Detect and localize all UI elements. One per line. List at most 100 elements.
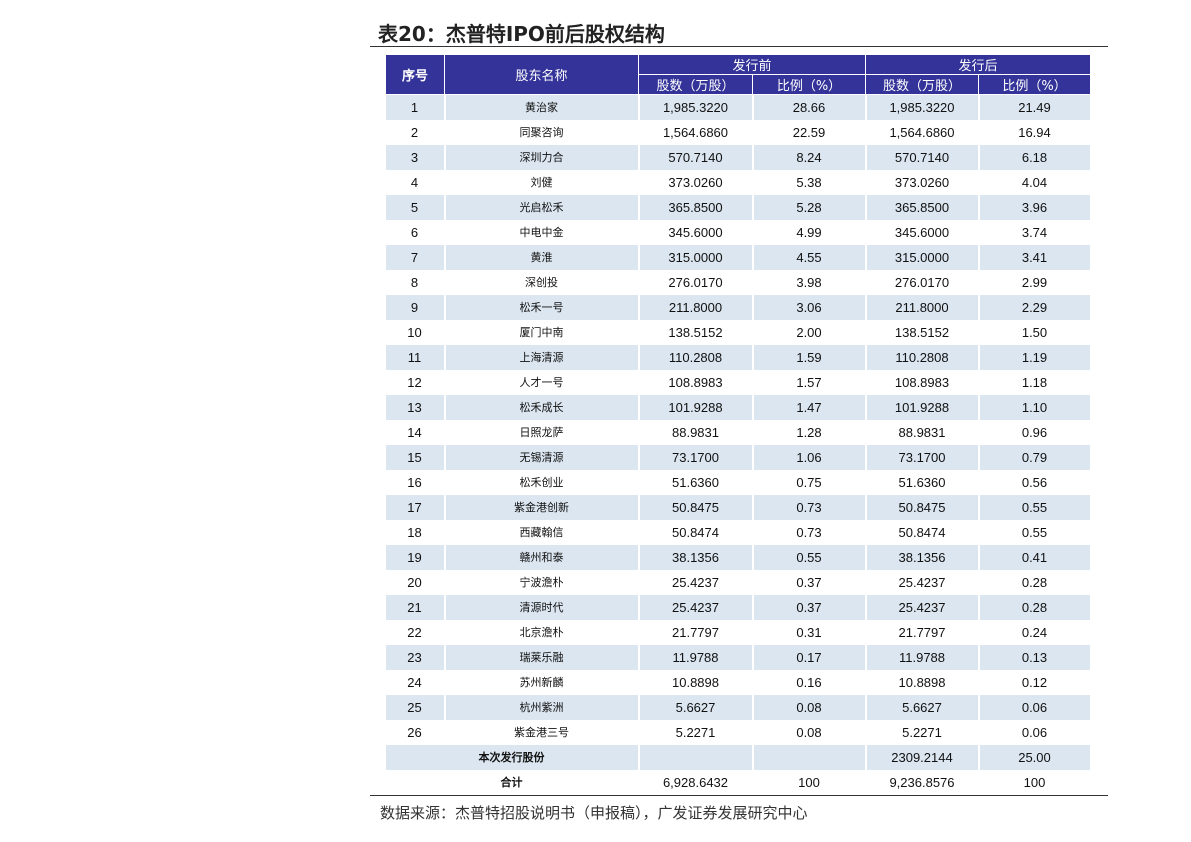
table-row: 9 松禾一号 211.8000 3.06 211.8000 2.29 — [385, 294, 1092, 320]
cell-before-shares: 50.8474 — [638, 519, 754, 545]
table-row: 8 深创投 276.0170 3.98 276.0170 2.99 — [385, 269, 1092, 295]
cell-after-shares: 1,564.6860 — [865, 119, 980, 145]
cell-before-ratio: 1.47 — [752, 394, 867, 420]
total-before-ratio: 100 — [752, 769, 867, 795]
cell-before-ratio: 28.66 — [752, 94, 867, 120]
cell-before-shares: 276.0170 — [638, 269, 754, 295]
issue-label: 本次发行股份 — [385, 744, 640, 770]
cell-after-shares: 101.9288 — [865, 394, 980, 420]
cell-no: 17 — [385, 494, 446, 520]
cell-before-shares: 11.9788 — [638, 644, 754, 670]
cell-before-shares: 21.7797 — [638, 619, 754, 645]
cell-name: 日照龙萨 — [444, 419, 640, 445]
cell-after-shares: 50.8475 — [865, 494, 980, 520]
cell-name: 同聚咨询 — [444, 119, 640, 145]
cell-after-ratio: 0.41 — [978, 544, 1092, 570]
cell-name: 瑞莱乐融 — [444, 644, 640, 670]
cell-before-shares: 1,564.6860 — [638, 119, 754, 145]
cell-no: 13 — [385, 394, 446, 420]
cell-no: 7 — [385, 244, 446, 270]
cell-before-shares: 110.2808 — [638, 344, 754, 370]
cell-after-shares: 570.7140 — [865, 144, 980, 170]
table-row: 12 人才一号 108.8983 1.57 108.8983 1.18 — [385, 369, 1092, 395]
table-row: 16 松禾创业 51.6360 0.75 51.6360 0.56 — [385, 469, 1092, 495]
table-row: 7 黄淮 315.0000 4.55 315.0000 3.41 — [385, 244, 1092, 270]
cell-name: 宁波澹朴 — [444, 569, 640, 595]
cell-name: 北京澹朴 — [444, 619, 640, 645]
cell-no: 12 — [385, 369, 446, 395]
issue-after-shares: 2309.2144 — [865, 744, 980, 770]
cell-name: 上海清源 — [444, 344, 640, 370]
cell-no: 8 — [385, 269, 446, 295]
cell-after-shares: 38.1356 — [865, 544, 980, 570]
cell-before-shares: 138.5152 — [638, 319, 754, 345]
table-row: 20 宁波澹朴 25.4237 0.37 25.4237 0.28 — [385, 569, 1092, 595]
cell-before-ratio: 0.31 — [752, 619, 867, 645]
table-bottom-rule — [370, 795, 1108, 796]
cell-after-shares: 73.1700 — [865, 444, 980, 470]
cell-after-shares: 138.5152 — [865, 319, 980, 345]
cell-before-shares: 88.9831 — [638, 419, 754, 445]
cell-before-shares: 25.4237 — [638, 594, 754, 620]
cell-before-ratio: 22.59 — [752, 119, 867, 145]
table-row: 17 紫金港创新 50.8475 0.73 50.8475 0.55 — [385, 494, 1092, 520]
title-divider — [370, 46, 1108, 47]
cell-after-ratio: 0.13 — [978, 644, 1092, 670]
cell-name: 赣州和泰 — [444, 544, 640, 570]
cell-before-ratio: 1.28 — [752, 419, 867, 445]
cell-before-shares: 315.0000 — [638, 244, 754, 270]
cell-no: 23 — [385, 644, 446, 670]
cell-no: 21 — [385, 594, 446, 620]
cell-after-ratio: 0.55 — [978, 494, 1092, 520]
cell-before-shares: 570.7140 — [638, 144, 754, 170]
table-row: 23 瑞莱乐融 11.9788 0.17 11.9788 0.13 — [385, 644, 1092, 670]
issue-before-ratio — [752, 744, 867, 770]
cell-before-shares: 108.8983 — [638, 369, 754, 395]
table-row: 2 同聚咨询 1,564.6860 22.59 1,564.6860 16.94 — [385, 119, 1092, 145]
cell-before-ratio: 5.28 — [752, 194, 867, 220]
header-before-shares: 股数（万股） — [638, 74, 753, 95]
cell-before-shares: 25.4237 — [638, 569, 754, 595]
cell-after-ratio: 21.49 — [978, 94, 1092, 120]
cell-before-ratio: 0.75 — [752, 469, 867, 495]
issue-before-shares — [638, 744, 754, 770]
cell-name: 松禾一号 — [444, 294, 640, 320]
cell-after-shares: 373.0260 — [865, 169, 980, 195]
cell-no: 1 — [385, 94, 446, 120]
cell-no: 3 — [385, 144, 446, 170]
cell-name: 无锡清源 — [444, 444, 640, 470]
table-row: 24 苏州新麟 10.8898 0.16 10.8898 0.12 — [385, 669, 1092, 695]
cell-after-shares: 11.9788 — [865, 644, 980, 670]
issue-row: 本次发行股份 2309.2144 25.00 — [385, 744, 1092, 770]
cell-before-shares: 345.6000 — [638, 219, 754, 245]
cell-before-shares: 101.9288 — [638, 394, 754, 420]
table-row: 4 刘健 373.0260 5.38 373.0260 4.04 — [385, 169, 1092, 195]
source-note: 数据来源：杰普特招股说明书（申报稿），广发证券发展研究中心 — [380, 804, 808, 822]
cell-no: 11 — [385, 344, 446, 370]
cell-after-ratio: 0.56 — [978, 469, 1092, 495]
cell-after-shares: 345.6000 — [865, 219, 980, 245]
total-after-ratio: 100 — [978, 769, 1092, 795]
cell-after-shares: 108.8983 — [865, 369, 980, 395]
table-row: 14 日照龙萨 88.9831 1.28 88.9831 0.96 — [385, 419, 1092, 445]
cell-no: 18 — [385, 519, 446, 545]
cell-after-ratio: 0.28 — [978, 569, 1092, 595]
cell-after-shares: 88.9831 — [865, 419, 980, 445]
cell-no: 16 — [385, 469, 446, 495]
cell-no: 15 — [385, 444, 446, 470]
table-row: 5 光启松禾 365.8500 5.28 365.8500 3.96 — [385, 194, 1092, 220]
cell-no: 9 — [385, 294, 446, 320]
cell-name: 紫金港创新 — [444, 494, 640, 520]
cell-after-ratio: 1.50 — [978, 319, 1092, 345]
cell-no: 14 — [385, 419, 446, 445]
cell-name: 松禾创业 — [444, 469, 640, 495]
cell-after-ratio: 2.29 — [978, 294, 1092, 320]
cell-before-shares: 38.1356 — [638, 544, 754, 570]
cell-before-ratio: 5.38 — [752, 169, 867, 195]
cell-after-ratio: 0.06 — [978, 719, 1092, 745]
cell-name: 光启松禾 — [444, 194, 640, 220]
cell-no: 26 — [385, 719, 446, 745]
cell-after-shares: 5.2271 — [865, 719, 980, 745]
cell-name: 黄治家 — [444, 94, 640, 120]
cell-before-ratio: 3.98 — [752, 269, 867, 295]
